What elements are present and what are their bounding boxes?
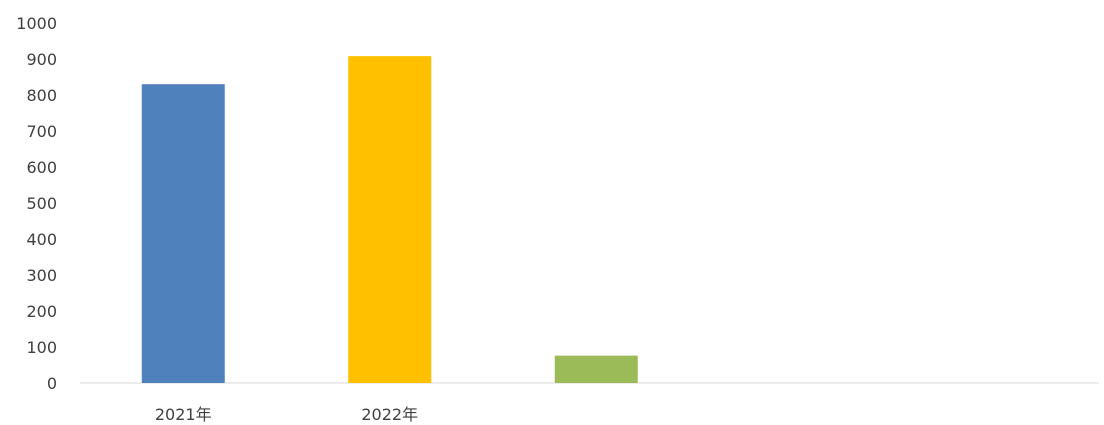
y-axis-ticks: 0 100 200 300 400 500 600 700 800 900 1000	[16, 14, 57, 393]
y-tick-label: 100	[26, 338, 57, 357]
y-tick-label: 400	[26, 230, 57, 249]
y-tick-label: 700	[26, 122, 57, 141]
x-category-label: 2021年	[155, 405, 212, 424]
y-tick-label: 0	[47, 374, 57, 393]
x-axis-labels: 2021年 2022年	[155, 405, 418, 424]
y-tick-label: 900	[26, 50, 57, 69]
y-tick-label: 800	[26, 86, 57, 105]
bar-1	[141, 84, 225, 383]
y-tick-label: 200	[26, 302, 57, 321]
bar-3	[554, 355, 638, 383]
y-tick-label: 500	[26, 194, 57, 213]
y-tick-label: 600	[26, 158, 57, 177]
bar-2	[348, 56, 432, 384]
bars-group	[141, 56, 638, 384]
y-tick-label: 1000	[16, 14, 57, 33]
y-tick-label: 300	[26, 266, 57, 285]
x-category-label: 2022年	[361, 405, 418, 424]
